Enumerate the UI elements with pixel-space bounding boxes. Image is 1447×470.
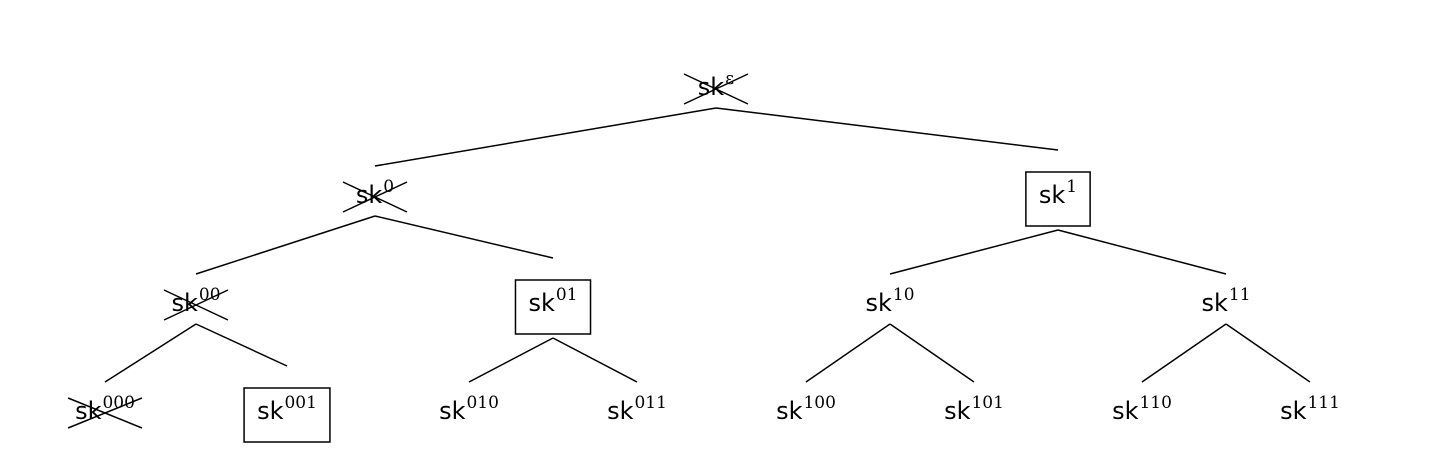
node-label: sk101: [944, 393, 1004, 425]
selected-key-box: [1025, 171, 1091, 227]
tree-edge-n01-n010: [468, 337, 554, 383]
node-label: sk011: [607, 393, 667, 425]
tree-edge-n10-n101: [889, 323, 975, 383]
label-superscript: 011: [634, 393, 666, 413]
node-label: sk010: [439, 393, 499, 425]
tree-node-n100: sk100: [776, 393, 836, 425]
label-superscript: 000: [102, 393, 134, 413]
tree-node-n11: sk11: [1201, 285, 1250, 317]
node-label: sk100: [776, 393, 836, 425]
node-label: sk10: [865, 285, 914, 317]
tree-node-n1: sk1: [1025, 171, 1091, 227]
label-base: sk: [1201, 289, 1228, 317]
label-base: sk: [171, 289, 198, 317]
cross-out-stroke: [67, 397, 143, 429]
tree-node-n111: sk111: [1280, 393, 1340, 425]
tree-edge-n00-n000: [104, 323, 197, 383]
tree-node-n011: sk011: [607, 393, 667, 425]
label-base: sk: [257, 397, 284, 425]
node-label: sk1: [1039, 177, 1077, 209]
node-label: sk001: [257, 393, 317, 425]
tree-edge-n1-n11: [1057, 229, 1227, 275]
tree-edge-n1-n10: [889, 229, 1059, 275]
node-label: sk11: [1201, 285, 1250, 317]
tree-edge-n10-n100: [805, 323, 891, 383]
tree-node-n001: sk001: [243, 387, 331, 443]
label-superscript: 10: [893, 285, 915, 305]
label-superscript: 0: [383, 177, 394, 197]
cross-out-stroke: [163, 289, 229, 321]
tree-edge-eps-n1: [715, 107, 1059, 151]
label-superscript: 00: [199, 285, 221, 305]
selected-key-box: [243, 387, 331, 443]
label-superscript: 010: [466, 393, 498, 413]
tree-nodes: skεsk0sk1sk00sk01sk10sk11sk000sk001sk010…: [67, 69, 1340, 443]
tree-node-n000: sk000: [67, 393, 143, 429]
label-base: sk: [865, 289, 892, 317]
label-base: sk: [944, 397, 971, 425]
label-superscript: 110: [1139, 393, 1171, 413]
tree-edge-n0-n00: [195, 215, 376, 275]
tree-edge-eps-n0: [374, 107, 717, 167]
node-label: sk000: [75, 393, 135, 425]
tree-edge-n0-n01: [374, 215, 554, 259]
tree-node-n101: sk101: [944, 393, 1004, 425]
label-base: sk: [75, 397, 102, 425]
label-base: sk: [1280, 397, 1307, 425]
tree-node-n00: sk00: [163, 285, 229, 321]
label-superscript: 101: [971, 393, 1003, 413]
label-base: sk: [528, 289, 555, 317]
label-base: sk: [776, 397, 803, 425]
tree-node-n0: sk0: [342, 177, 408, 213]
node-label: sk111: [1280, 393, 1340, 425]
tree-node-n010: sk010: [439, 393, 499, 425]
label-base: sk: [607, 397, 634, 425]
cross-out-stroke: [342, 181, 408, 213]
node-label: skε: [698, 69, 734, 101]
label-superscript: 111: [1307, 393, 1339, 413]
node-label: sk0: [356, 177, 394, 209]
tree-node-n110: sk110: [1112, 393, 1172, 425]
label-superscript: 01: [556, 285, 578, 305]
label-superscript: ε: [725, 69, 734, 89]
tree-edge-n11-n110: [1141, 323, 1227, 383]
tree-edges: [104, 107, 1311, 383]
tree-edge-n00-n001: [195, 323, 288, 367]
label-base: sk: [439, 397, 466, 425]
label-base: sk: [1039, 181, 1066, 209]
label-base: sk: [1112, 397, 1139, 425]
tree-edge-n01-n011: [552, 337, 638, 383]
label-superscript: 1: [1066, 177, 1077, 197]
node-label: sk00: [171, 285, 220, 317]
node-label: sk01: [528, 285, 577, 317]
label-superscript: 100: [803, 393, 835, 413]
tree-node-n10: sk10: [865, 285, 914, 317]
tree-node-n01: sk01: [514, 279, 592, 335]
label-superscript: 11: [1229, 285, 1251, 305]
tree-node-eps: skε: [683, 69, 749, 105]
tree-edge-n11-n111: [1225, 323, 1311, 383]
cross-out-stroke: [683, 73, 749, 105]
label-superscript: 001: [284, 393, 316, 413]
selected-key-box: [514, 279, 592, 335]
node-label: sk110: [1112, 393, 1172, 425]
